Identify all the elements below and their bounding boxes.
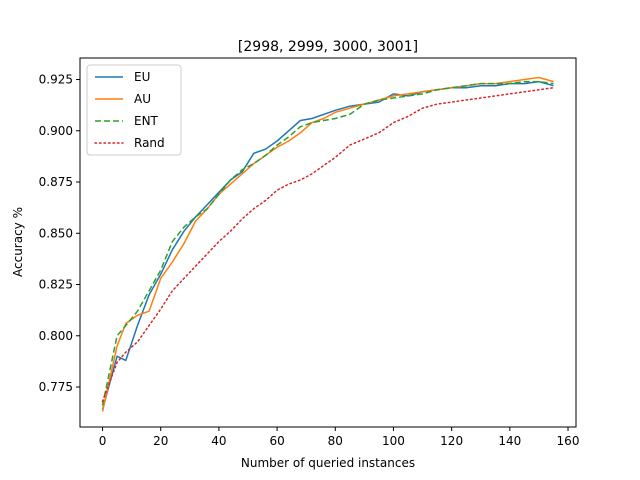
legend-box xyxy=(86,64,182,156)
x-tick-label: 120 xyxy=(440,434,463,448)
legend-label-rand: Rand xyxy=(134,136,165,150)
series-line-rand xyxy=(101,86,555,403)
y-tick-label: 0.800 xyxy=(39,329,73,343)
legend: EU AU ENT Rand xyxy=(86,64,182,156)
series-layer xyxy=(101,76,555,412)
series-line-ent xyxy=(101,80,554,406)
y-tick-label: 0.925 xyxy=(39,73,73,87)
x-tick-label: 140 xyxy=(498,434,521,448)
x-axis: 0 20 40 60 80 100 120 140 160 xyxy=(99,427,580,448)
x-tick-label: 80 xyxy=(328,434,343,448)
chart-title: [2998, 2999, 3000, 3001] xyxy=(238,39,418,55)
x-tick-label: 20 xyxy=(153,434,168,448)
plot-frame xyxy=(79,57,577,428)
y-tick-label: 0.775 xyxy=(39,380,73,394)
legend-label-ent: ENT xyxy=(134,114,159,128)
series-line-eu xyxy=(101,80,554,410)
x-axis-label: Number of queried instances xyxy=(241,456,415,470)
x-tick-label: 160 xyxy=(557,434,580,448)
x-tick-label: 0 xyxy=(99,434,107,448)
y-axis-label: Accuracy % xyxy=(11,207,25,277)
y-axis: 0.775 0.800 0.825 0.850 0.875 0.900 0.925 xyxy=(39,73,80,394)
y-tick-label: 0.875 xyxy=(39,175,73,189)
y-tick-label: 0.850 xyxy=(39,226,73,240)
x-tick-label: 100 xyxy=(382,434,405,448)
x-tick-label: 40 xyxy=(211,434,226,448)
y-tick-label: 0.900 xyxy=(39,124,73,138)
legend-label-eu: EU xyxy=(134,70,150,84)
y-tick-label: 0.825 xyxy=(39,278,73,292)
x-tick-label: 60 xyxy=(269,434,284,448)
legend-label-au: AU xyxy=(134,92,151,106)
series-line-au xyxy=(101,76,554,412)
